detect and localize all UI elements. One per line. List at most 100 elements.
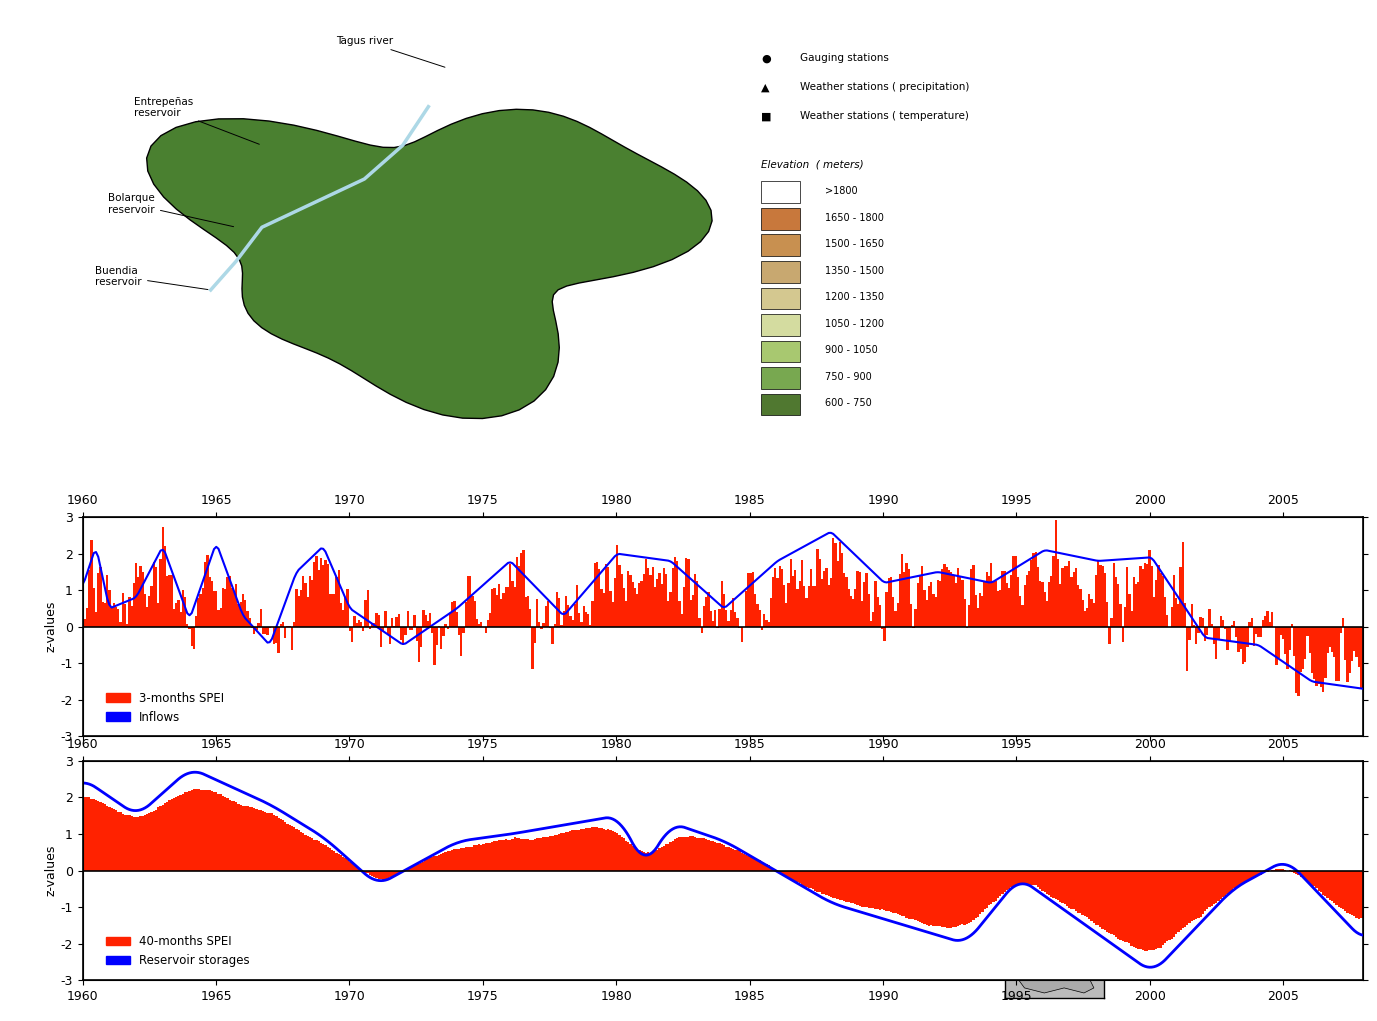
Bar bbox=[1088, 594, 1091, 627]
Bar bbox=[574, 603, 576, 627]
Line: Inflows: Inflows bbox=[83, 533, 1363, 689]
Bar bbox=[680, 614, 683, 627]
Bar bbox=[457, 848, 460, 871]
Bar bbox=[868, 594, 870, 627]
Bar bbox=[233, 592, 235, 627]
Text: 600 - 750: 600 - 750 bbox=[825, 398, 872, 408]
Bar bbox=[1307, 871, 1308, 882]
Bar bbox=[868, 871, 870, 908]
Bar bbox=[593, 563, 596, 627]
Bar bbox=[318, 571, 319, 627]
Bar bbox=[914, 609, 917, 627]
Bar bbox=[399, 627, 402, 640]
Bar bbox=[673, 557, 676, 627]
Bar bbox=[845, 871, 848, 902]
Bar bbox=[1217, 627, 1220, 640]
Bar bbox=[672, 840, 673, 871]
Bar bbox=[1296, 871, 1297, 874]
Bar bbox=[1080, 871, 1081, 914]
Bar bbox=[300, 832, 302, 871]
Bar bbox=[434, 857, 435, 871]
Bar bbox=[402, 627, 405, 644]
Bar bbox=[925, 871, 928, 925]
Bar bbox=[322, 565, 325, 627]
Bar bbox=[947, 570, 950, 627]
Bar bbox=[110, 808, 113, 871]
Bar bbox=[248, 619, 251, 627]
Bar bbox=[1343, 871, 1344, 910]
Bar bbox=[759, 861, 761, 871]
Bar bbox=[1048, 582, 1051, 627]
Bar bbox=[1279, 627, 1282, 635]
Bar bbox=[381, 871, 384, 880]
Bar bbox=[1275, 869, 1278, 871]
Bar bbox=[131, 817, 132, 871]
Bar bbox=[377, 616, 380, 627]
Bar bbox=[756, 860, 759, 871]
Bar bbox=[668, 843, 669, 871]
Bar bbox=[777, 578, 778, 627]
Polygon shape bbox=[1024, 932, 1049, 953]
Bar bbox=[763, 614, 766, 627]
Bar bbox=[654, 587, 657, 627]
Bar bbox=[1336, 627, 1337, 681]
Bar bbox=[160, 807, 161, 871]
Bar bbox=[1166, 616, 1169, 627]
Bar bbox=[1034, 871, 1037, 885]
Bar bbox=[503, 839, 505, 871]
Bar bbox=[313, 563, 315, 627]
Bar bbox=[1015, 555, 1018, 627]
Bar bbox=[969, 871, 972, 922]
Bar bbox=[799, 581, 801, 627]
Bar bbox=[1326, 627, 1329, 652]
Bar bbox=[1260, 871, 1261, 875]
Bar bbox=[1001, 871, 1004, 894]
Bar bbox=[1344, 627, 1347, 660]
Bar bbox=[533, 627, 536, 643]
Bar bbox=[806, 871, 808, 887]
Bar bbox=[1199, 617, 1202, 627]
Bar bbox=[120, 813, 121, 871]
Bar bbox=[1170, 871, 1173, 938]
Bar bbox=[950, 871, 953, 928]
Bar bbox=[110, 607, 113, 627]
Bar bbox=[1203, 627, 1206, 641]
Bar bbox=[431, 627, 434, 633]
Bar bbox=[1226, 627, 1228, 649]
Bar bbox=[761, 341, 800, 362]
Bar bbox=[302, 576, 304, 627]
Bar bbox=[734, 612, 737, 627]
Bar bbox=[852, 598, 854, 627]
Bar bbox=[485, 627, 487, 633]
Bar bbox=[817, 871, 819, 891]
Bar bbox=[329, 594, 330, 627]
Text: Gauging stations: Gauging stations bbox=[800, 53, 888, 63]
Bar bbox=[806, 598, 808, 627]
Bar bbox=[924, 590, 925, 627]
Bar bbox=[547, 837, 549, 871]
Bar bbox=[423, 862, 424, 871]
Bar bbox=[1206, 627, 1209, 635]
Bar bbox=[233, 801, 235, 871]
Bar bbox=[1075, 871, 1077, 911]
Bar bbox=[142, 573, 145, 627]
Bar bbox=[224, 589, 226, 627]
Bar bbox=[1242, 871, 1245, 884]
Bar bbox=[496, 595, 498, 627]
Bar bbox=[409, 627, 412, 630]
Bar bbox=[618, 565, 621, 627]
Bar bbox=[242, 806, 244, 871]
Bar bbox=[456, 848, 459, 871]
Bar bbox=[785, 871, 788, 876]
Bar bbox=[1213, 871, 1215, 905]
Bar bbox=[489, 613, 492, 627]
Bar bbox=[522, 550, 525, 627]
Bar bbox=[928, 586, 929, 627]
Bar bbox=[1228, 871, 1231, 891]
Bar bbox=[370, 624, 373, 627]
Bar bbox=[854, 589, 856, 627]
Bar bbox=[1055, 871, 1058, 900]
Bar bbox=[1126, 567, 1128, 627]
Inflows bbox=[81, 561, 98, 573]
Bar bbox=[1329, 871, 1332, 901]
